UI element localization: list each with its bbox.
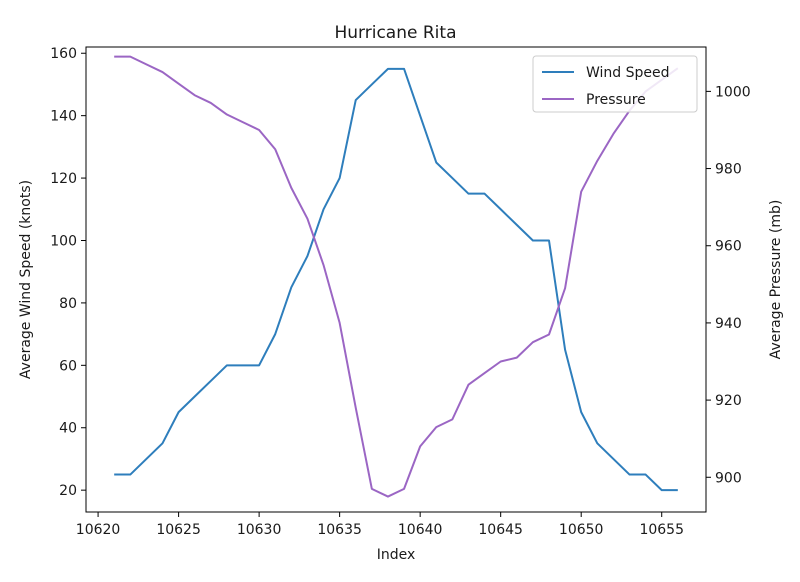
series-line-pressure	[114, 55, 679, 498]
plot-frame	[85, 46, 707, 513]
y2-tick-label: 940	[715, 316, 742, 332]
x-axis-label: Index	[377, 547, 416, 563]
x-tick-label: 10620	[76, 522, 121, 538]
x-tick-label: 10635	[317, 522, 362, 538]
x-tick-label: 10655	[639, 522, 684, 538]
plot-lines	[114, 55, 679, 498]
y-axis-left: 20 40 60 80 100 120 140 160	[50, 46, 86, 499]
x-tick-label: 10650	[559, 522, 604, 538]
y2-tick-label: 1000	[715, 84, 751, 100]
y-tick-label: 20	[59, 483, 77, 499]
y2-tick-label: 920	[715, 393, 742, 409]
x-tick-label: 10625	[156, 522, 201, 538]
y-tick-label: 160	[50, 46, 77, 62]
x-axis: 10620 10625 10630 10635 10640 10645 10650 10655	[76, 512, 684, 538]
y2-tick-label: 900	[715, 470, 742, 486]
y-axis-right: 900 920 940 960 980 1000	[706, 84, 751, 486]
x-tick-label: 10640	[398, 522, 443, 538]
legend: Wind Speed Pressure	[532, 55, 698, 113]
y-axis-label: Average Wind Speed (knots)	[18, 180, 34, 379]
legend-label: Wind Speed	[586, 65, 670, 81]
y2-axis-label: Average Pressure (mb)	[768, 200, 784, 360]
y-tick-label: 60	[59, 358, 77, 374]
y2-tick-label: 960	[715, 239, 742, 255]
y-tick-label: 120	[50, 171, 77, 187]
y2-tick-label: 980	[715, 162, 742, 178]
x-tick-label: 10630	[237, 522, 282, 538]
series-line-wind-speed	[114, 67, 678, 492]
y-tick-label: 140	[50, 109, 77, 125]
x-tick-label: 10645	[478, 522, 523, 538]
chart-title: Hurricane Rita	[335, 23, 457, 43]
y-tick-label: 80	[59, 296, 77, 312]
y-tick-label: 40	[59, 421, 77, 437]
y-tick-label: 100	[50, 233, 77, 249]
legend-label: Pressure	[586, 92, 646, 108]
